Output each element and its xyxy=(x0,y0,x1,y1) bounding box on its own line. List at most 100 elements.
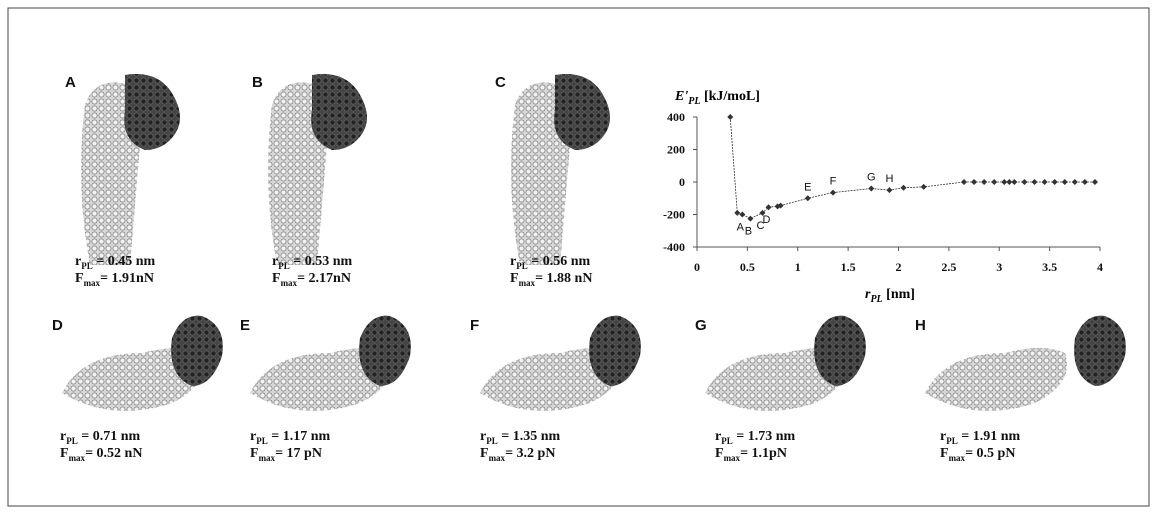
r-caption: rPL = 1.73 nm xyxy=(715,429,795,446)
point-label: A xyxy=(737,222,745,234)
f-symbol: F xyxy=(75,271,84,286)
r-sub: PL xyxy=(66,436,78,446)
r-caption: rPL = 1.17 nm xyxy=(250,429,330,446)
r-caption: rPL = 1.35 nm xyxy=(480,429,560,446)
f-value: = 1.91nN xyxy=(100,271,154,286)
y-tick-label: 0 xyxy=(679,175,685,189)
r-sub: PL xyxy=(486,436,498,446)
f-value: = 17 pN xyxy=(275,446,322,461)
x-tick-label: 2.5 xyxy=(941,260,956,274)
y-tick-label: -200 xyxy=(663,208,685,222)
f-caption: Fmax= 0.5 pN xyxy=(940,446,1015,463)
y-label-sub: PL xyxy=(688,96,700,107)
r-symbol: r xyxy=(715,429,721,444)
point-label: H xyxy=(885,173,893,185)
point xyxy=(747,215,754,222)
f-value: = 0.5 pN xyxy=(965,446,1015,461)
f-symbol: F xyxy=(480,446,489,461)
x-label-sub: PL xyxy=(870,294,882,305)
f-symbol: F xyxy=(250,446,259,461)
x-label-main: r xyxy=(865,287,871,302)
x-tick-label: 4 xyxy=(1097,260,1103,274)
f-symbol: F xyxy=(272,271,281,286)
f-value: = 1.1pN xyxy=(740,446,787,461)
r-symbol: r xyxy=(60,429,66,444)
r-caption: rPL = 0.45 nm xyxy=(75,254,155,271)
f-value: = 1.88 nN xyxy=(535,271,592,286)
panel-label: F xyxy=(470,317,479,334)
point xyxy=(868,185,875,192)
point xyxy=(1011,179,1018,185)
y-tick-label: 400 xyxy=(667,110,685,124)
y-label-unit: [kJ/moL] xyxy=(700,89,760,104)
point xyxy=(1006,179,1013,185)
f-sub: max xyxy=(519,278,536,288)
panel-label: G xyxy=(695,317,707,334)
molecule-light xyxy=(925,348,1067,411)
panel-label: C xyxy=(495,74,506,91)
molecule-light xyxy=(62,348,204,411)
point-label: F xyxy=(830,176,837,188)
x-tick-label: 3.5 xyxy=(1042,260,1057,274)
r-caption: rPL = 0.53 nm xyxy=(272,254,352,271)
point xyxy=(981,179,988,185)
r-value: = 1.73 nm xyxy=(733,429,796,444)
x-tick-label: 0 xyxy=(694,260,700,274)
frame xyxy=(7,7,1150,507)
point xyxy=(1071,179,1078,185)
x-tick-label: 2 xyxy=(896,260,902,274)
x-tick-label: 1 xyxy=(795,260,801,274)
molecule-dark xyxy=(814,315,866,386)
point xyxy=(727,114,734,120)
f-sub: max xyxy=(84,278,101,288)
point xyxy=(739,211,746,218)
f-caption: Fmax= 0.52 nN xyxy=(60,446,142,463)
r-symbol: r xyxy=(940,429,946,444)
r-value: = 0.45 nm xyxy=(93,254,156,269)
panel-label: E xyxy=(240,317,250,334)
f-sub: max xyxy=(724,453,741,463)
point xyxy=(734,209,741,216)
r-caption: rPL = 0.56 nm xyxy=(510,254,590,271)
point xyxy=(960,179,967,185)
molecule-dark xyxy=(124,74,180,150)
f-caption: Fmax= 1.1pN xyxy=(715,446,787,463)
point xyxy=(1081,179,1088,185)
point xyxy=(1051,179,1058,185)
point xyxy=(1021,179,1028,185)
f-symbol: F xyxy=(715,446,724,461)
r-sub: PL xyxy=(946,436,958,446)
molecule-dark xyxy=(171,315,223,386)
molecule-dark xyxy=(1074,315,1126,386)
point xyxy=(920,183,927,190)
point xyxy=(900,184,907,191)
f-sub: max xyxy=(259,453,276,463)
point-label: D xyxy=(763,214,771,226)
molecule-dark xyxy=(589,315,641,386)
f-caption: Fmax= 1.91nN xyxy=(75,271,154,288)
r-sub: PL xyxy=(81,261,93,271)
r-sub: PL xyxy=(721,436,733,446)
f-sub: max xyxy=(281,278,298,288)
point-label: E xyxy=(804,181,811,193)
molecule-light xyxy=(480,348,622,411)
panel-label: A xyxy=(65,74,76,91)
f-symbol: F xyxy=(510,271,519,286)
r-value: = 0.53 nm xyxy=(290,254,353,269)
r-symbol: r xyxy=(272,254,278,269)
x-tick-label: 0.5 xyxy=(740,260,755,274)
f-sub: max xyxy=(69,453,86,463)
point xyxy=(1031,179,1038,185)
r-symbol: r xyxy=(510,254,516,269)
f-caption: Fmax= 17 pN xyxy=(250,446,322,463)
line xyxy=(729,116,1095,220)
f-caption: Fmax= 3.2 pN xyxy=(480,446,555,463)
point xyxy=(830,189,837,196)
point xyxy=(804,195,811,202)
point xyxy=(765,204,772,211)
molecule-dark xyxy=(554,74,610,150)
point xyxy=(1061,179,1068,185)
r-value: = 1.35 nm xyxy=(498,429,561,444)
x-tick-label: 3 xyxy=(996,260,1002,274)
